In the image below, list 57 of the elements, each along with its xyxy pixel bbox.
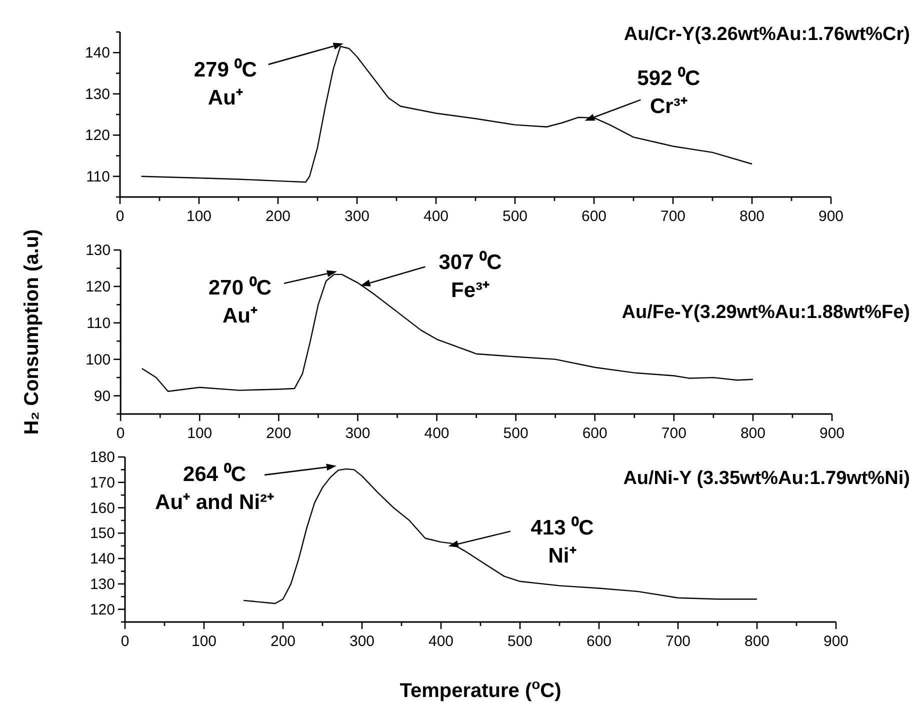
x-tick-label: 300: [349, 633, 375, 650]
y-tick-label: 120: [90, 601, 115, 618]
x-tick-label: 900: [818, 208, 844, 225]
x-tick-label: 700: [661, 425, 686, 442]
x-tick-label: 500: [502, 208, 528, 225]
x-tick-label: 600: [581, 208, 607, 225]
x-axis-title: Temperature ($^{o}$C): [400, 676, 562, 702]
text: Au/Fe-Y(3.29wt%Au:1.88wt%Fe): [622, 302, 910, 323]
y-tick-label: 150: [90, 525, 115, 542]
y-tick-label: 90: [94, 388, 111, 405]
y-tick-label: 100: [86, 351, 111, 368]
x-tick-label: 900: [819, 425, 845, 442]
x-tick-label: 0: [120, 633, 130, 650]
annotation: 270 ⁰C Au⁺: [208, 275, 272, 328]
x-tick-label: 800: [739, 208, 765, 225]
x-tick-label: 300: [345, 425, 370, 442]
annotation: 592 ⁰C Cr³⁺: [637, 66, 700, 118]
x-tick-label: 100: [191, 633, 217, 650]
y-tick-label: 130: [84, 86, 110, 103]
x-tick-label: 600: [582, 425, 608, 442]
x-tick-label: 900: [823, 633, 849, 650]
x-tick-label: 400: [428, 633, 454, 650]
x-tick-label: 200: [265, 208, 291, 225]
x-tick-label: 600: [586, 633, 612, 650]
y-tick-label: 130: [90, 576, 115, 593]
y-tick-label: 110: [86, 314, 111, 332]
x-tick-label: 500: [503, 425, 528, 442]
y-tick-label: 120: [86, 278, 111, 296]
annotation: 279 ⁰C Au⁺: [194, 57, 257, 110]
x-tick-label: 400: [424, 425, 450, 442]
x-tick-label: 300: [344, 208, 370, 225]
annotation: 413 ⁰C Ni⁺: [530, 515, 594, 568]
y-tick-label: 140: [84, 44, 110, 62]
chart-title: Au/Cr-Y(3.26wt%Au:1.76wt%Cr): [624, 24, 910, 45]
x-tick-label: 800: [740, 425, 766, 442]
y-tick-label: 140: [90, 550, 115, 568]
y-tick-label: 110: [86, 168, 110, 186]
x-tick-label: 0: [116, 425, 125, 442]
y-tick-label: 130: [86, 242, 111, 259]
y-tick-label: 120: [84, 127, 110, 144]
x-tick-label: 100: [187, 425, 212, 442]
x-tick-label: 500: [507, 633, 533, 650]
y-tick-label: 160: [90, 500, 115, 517]
x-tick-label: 400: [423, 208, 449, 225]
x-tick-label: 0: [116, 208, 124, 225]
x-tick-label: 100: [186, 208, 212, 225]
x-tick-label: 800: [744, 633, 770, 650]
annotation: 307 ⁰C Fe³⁺: [438, 250, 502, 302]
text: Au/Ni-Y (3.35wt%Au:1.79wt%Ni): [623, 468, 910, 489]
y-tick-label: 170: [90, 474, 115, 492]
x-tick-label: 200: [270, 633, 296, 650]
y-axis-title: H₂ Consumption (a.u): [21, 229, 43, 435]
x-tick-label: 700: [660, 208, 686, 225]
x-tick-label: 200: [266, 425, 292, 442]
y-tick-label: 180: [90, 449, 115, 466]
annotation: 264 ⁰C Au⁺ and Ni²⁺: [155, 462, 274, 514]
x-tick-label: 700: [665, 633, 691, 650]
